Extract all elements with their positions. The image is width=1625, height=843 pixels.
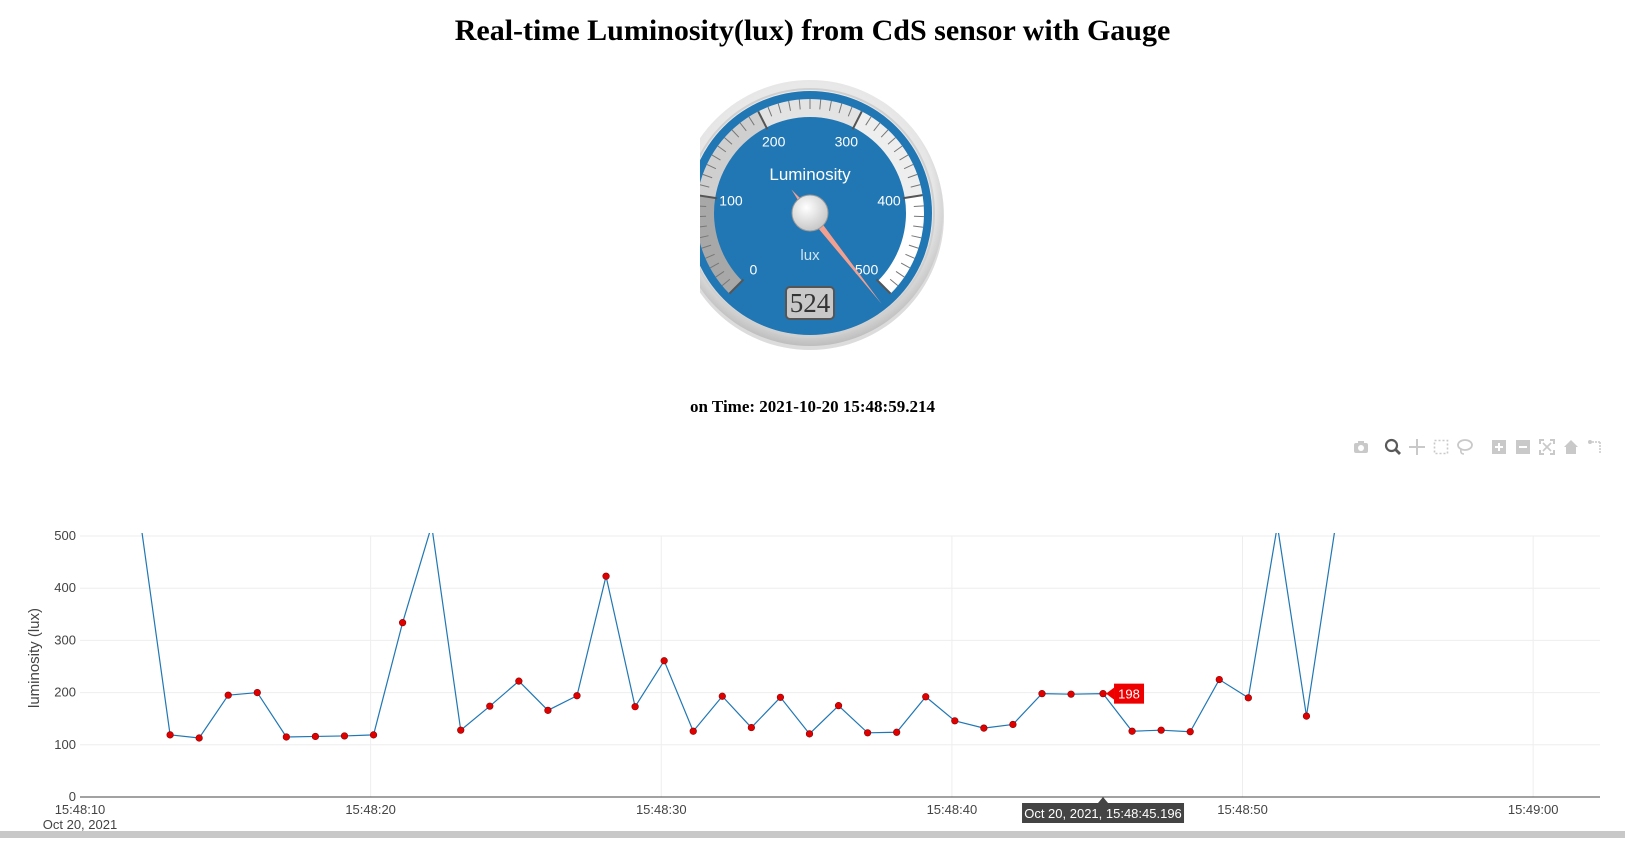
- spike-lines-icon[interactable]: [1586, 438, 1604, 456]
- gauge-units: lux: [800, 247, 820, 264]
- update-time: on Time: 2021-10-20 15:48:59.214: [0, 397, 1625, 417]
- gauge-needle-cap: [792, 195, 828, 231]
- data-point[interactable]: [196, 735, 203, 742]
- x-tick-label: 15:48:30: [636, 802, 687, 817]
- data-point[interactable]: [312, 733, 319, 740]
- zoom-out-icon[interactable]: [1514, 438, 1532, 456]
- gauge-tick-label: 400: [877, 192, 901, 208]
- chart-grid: [80, 536, 1600, 797]
- data-point[interactable]: [748, 724, 755, 731]
- data-point[interactable]: [951, 717, 958, 724]
- y-tick-label: 400: [54, 580, 76, 595]
- hover-x-label: Oct 20, 2021, 15:48:45.196: [1024, 806, 1182, 821]
- horizontal-scrollbar[interactable]: [0, 831, 1625, 838]
- series-luminosity: [141, 526, 1335, 742]
- hover-value-label: 198: [1118, 687, 1140, 702]
- data-point[interactable]: [806, 731, 813, 738]
- hover-value-pointer: [1106, 688, 1114, 700]
- data-point[interactable]: [632, 703, 639, 710]
- luminosity-chart[interactable]: 15:48:10 15:48:20 15:48:30 15:48:40 15:48:50…: [0, 520, 1625, 838]
- data-point[interactable]: [603, 573, 610, 580]
- data-point[interactable]: [864, 729, 871, 736]
- gauge-tick-label: 200: [762, 134, 786, 150]
- gauge-tick-label: 100: [719, 192, 743, 208]
- data-point[interactable]: [981, 725, 988, 732]
- gauge-tick-label: 300: [835, 134, 859, 150]
- lasso-icon[interactable]: [1456, 438, 1474, 456]
- data-point[interactable]: [486, 703, 493, 710]
- y-tick-label: 0: [69, 789, 76, 804]
- data-point[interactable]: [516, 678, 523, 685]
- x-tick-label: 15:48:40: [927, 802, 978, 817]
- gauge-minor-tick: [914, 206, 924, 207]
- x-tick-label: 15:49:00: [1508, 802, 1559, 817]
- data-point[interactable]: [661, 657, 668, 664]
- data-point[interactable]: [283, 734, 290, 741]
- data-point[interactable]: [254, 689, 261, 696]
- autoscale-icon[interactable]: [1538, 438, 1556, 456]
- hover-x-pointer: [1098, 797, 1108, 803]
- y-axis-label: luminosity (lux): [26, 608, 43, 708]
- data-point[interactable]: [835, 702, 842, 709]
- y-tick-label: 500: [54, 528, 76, 543]
- data-point[interactable]: [1068, 691, 1075, 698]
- data-point[interactable]: [1129, 728, 1136, 735]
- gauge-title: Luminosity: [769, 165, 851, 184]
- data-point[interactable]: [457, 727, 464, 734]
- data-point[interactable]: [399, 619, 406, 626]
- reset-axes-icon[interactable]: [1562, 438, 1580, 456]
- pan-icon[interactable]: [1408, 438, 1426, 456]
- gauge-value-readout: 524: [790, 288, 831, 318]
- x-tick-label: 15:48:10: [55, 802, 106, 817]
- y-tick-label: 100: [54, 737, 76, 752]
- x-tick-label: 15:48:50: [1217, 802, 1268, 817]
- data-point[interactable]: [341, 733, 348, 740]
- data-point[interactable]: [1158, 727, 1165, 734]
- data-point[interactable]: [545, 707, 552, 714]
- data-point[interactable]: [777, 694, 784, 701]
- data-point[interactable]: [1245, 695, 1252, 702]
- data-point[interactable]: [1010, 721, 1017, 728]
- data-point[interactable]: [370, 732, 377, 739]
- y-tick-label: 300: [54, 632, 76, 647]
- data-point[interactable]: [225, 692, 232, 699]
- y-tick-label: 200: [54, 685, 76, 700]
- data-point[interactable]: [1303, 713, 1310, 720]
- x-date-label: Oct 20, 2021: [43, 817, 117, 832]
- data-point[interactable]: [1187, 728, 1194, 735]
- box-select-icon[interactable]: [1432, 438, 1450, 456]
- gauge-tick-label: 0: [750, 262, 758, 278]
- data-point[interactable]: [1039, 690, 1046, 697]
- data-point[interactable]: [1100, 690, 1107, 697]
- data-point[interactable]: [574, 692, 581, 699]
- zoom-icon[interactable]: [1384, 438, 1402, 456]
- data-point[interactable]: [719, 693, 726, 700]
- page-title: Real-time Luminosity(lux) from CdS senso…: [0, 14, 1625, 48]
- data-point[interactable]: [1216, 676, 1223, 683]
- data-point[interactable]: [922, 693, 929, 700]
- x-tick-label: 15:48:20: [345, 802, 396, 817]
- camera-icon[interactable]: [1352, 438, 1370, 456]
- series-line: [141, 526, 1335, 738]
- data-point[interactable]: [893, 729, 900, 736]
- data-point[interactable]: [167, 732, 174, 739]
- gauge-minor-tick: [700, 206, 706, 207]
- data-point[interactable]: [690, 728, 697, 735]
- zoom-in-icon[interactable]: [1490, 438, 1508, 456]
